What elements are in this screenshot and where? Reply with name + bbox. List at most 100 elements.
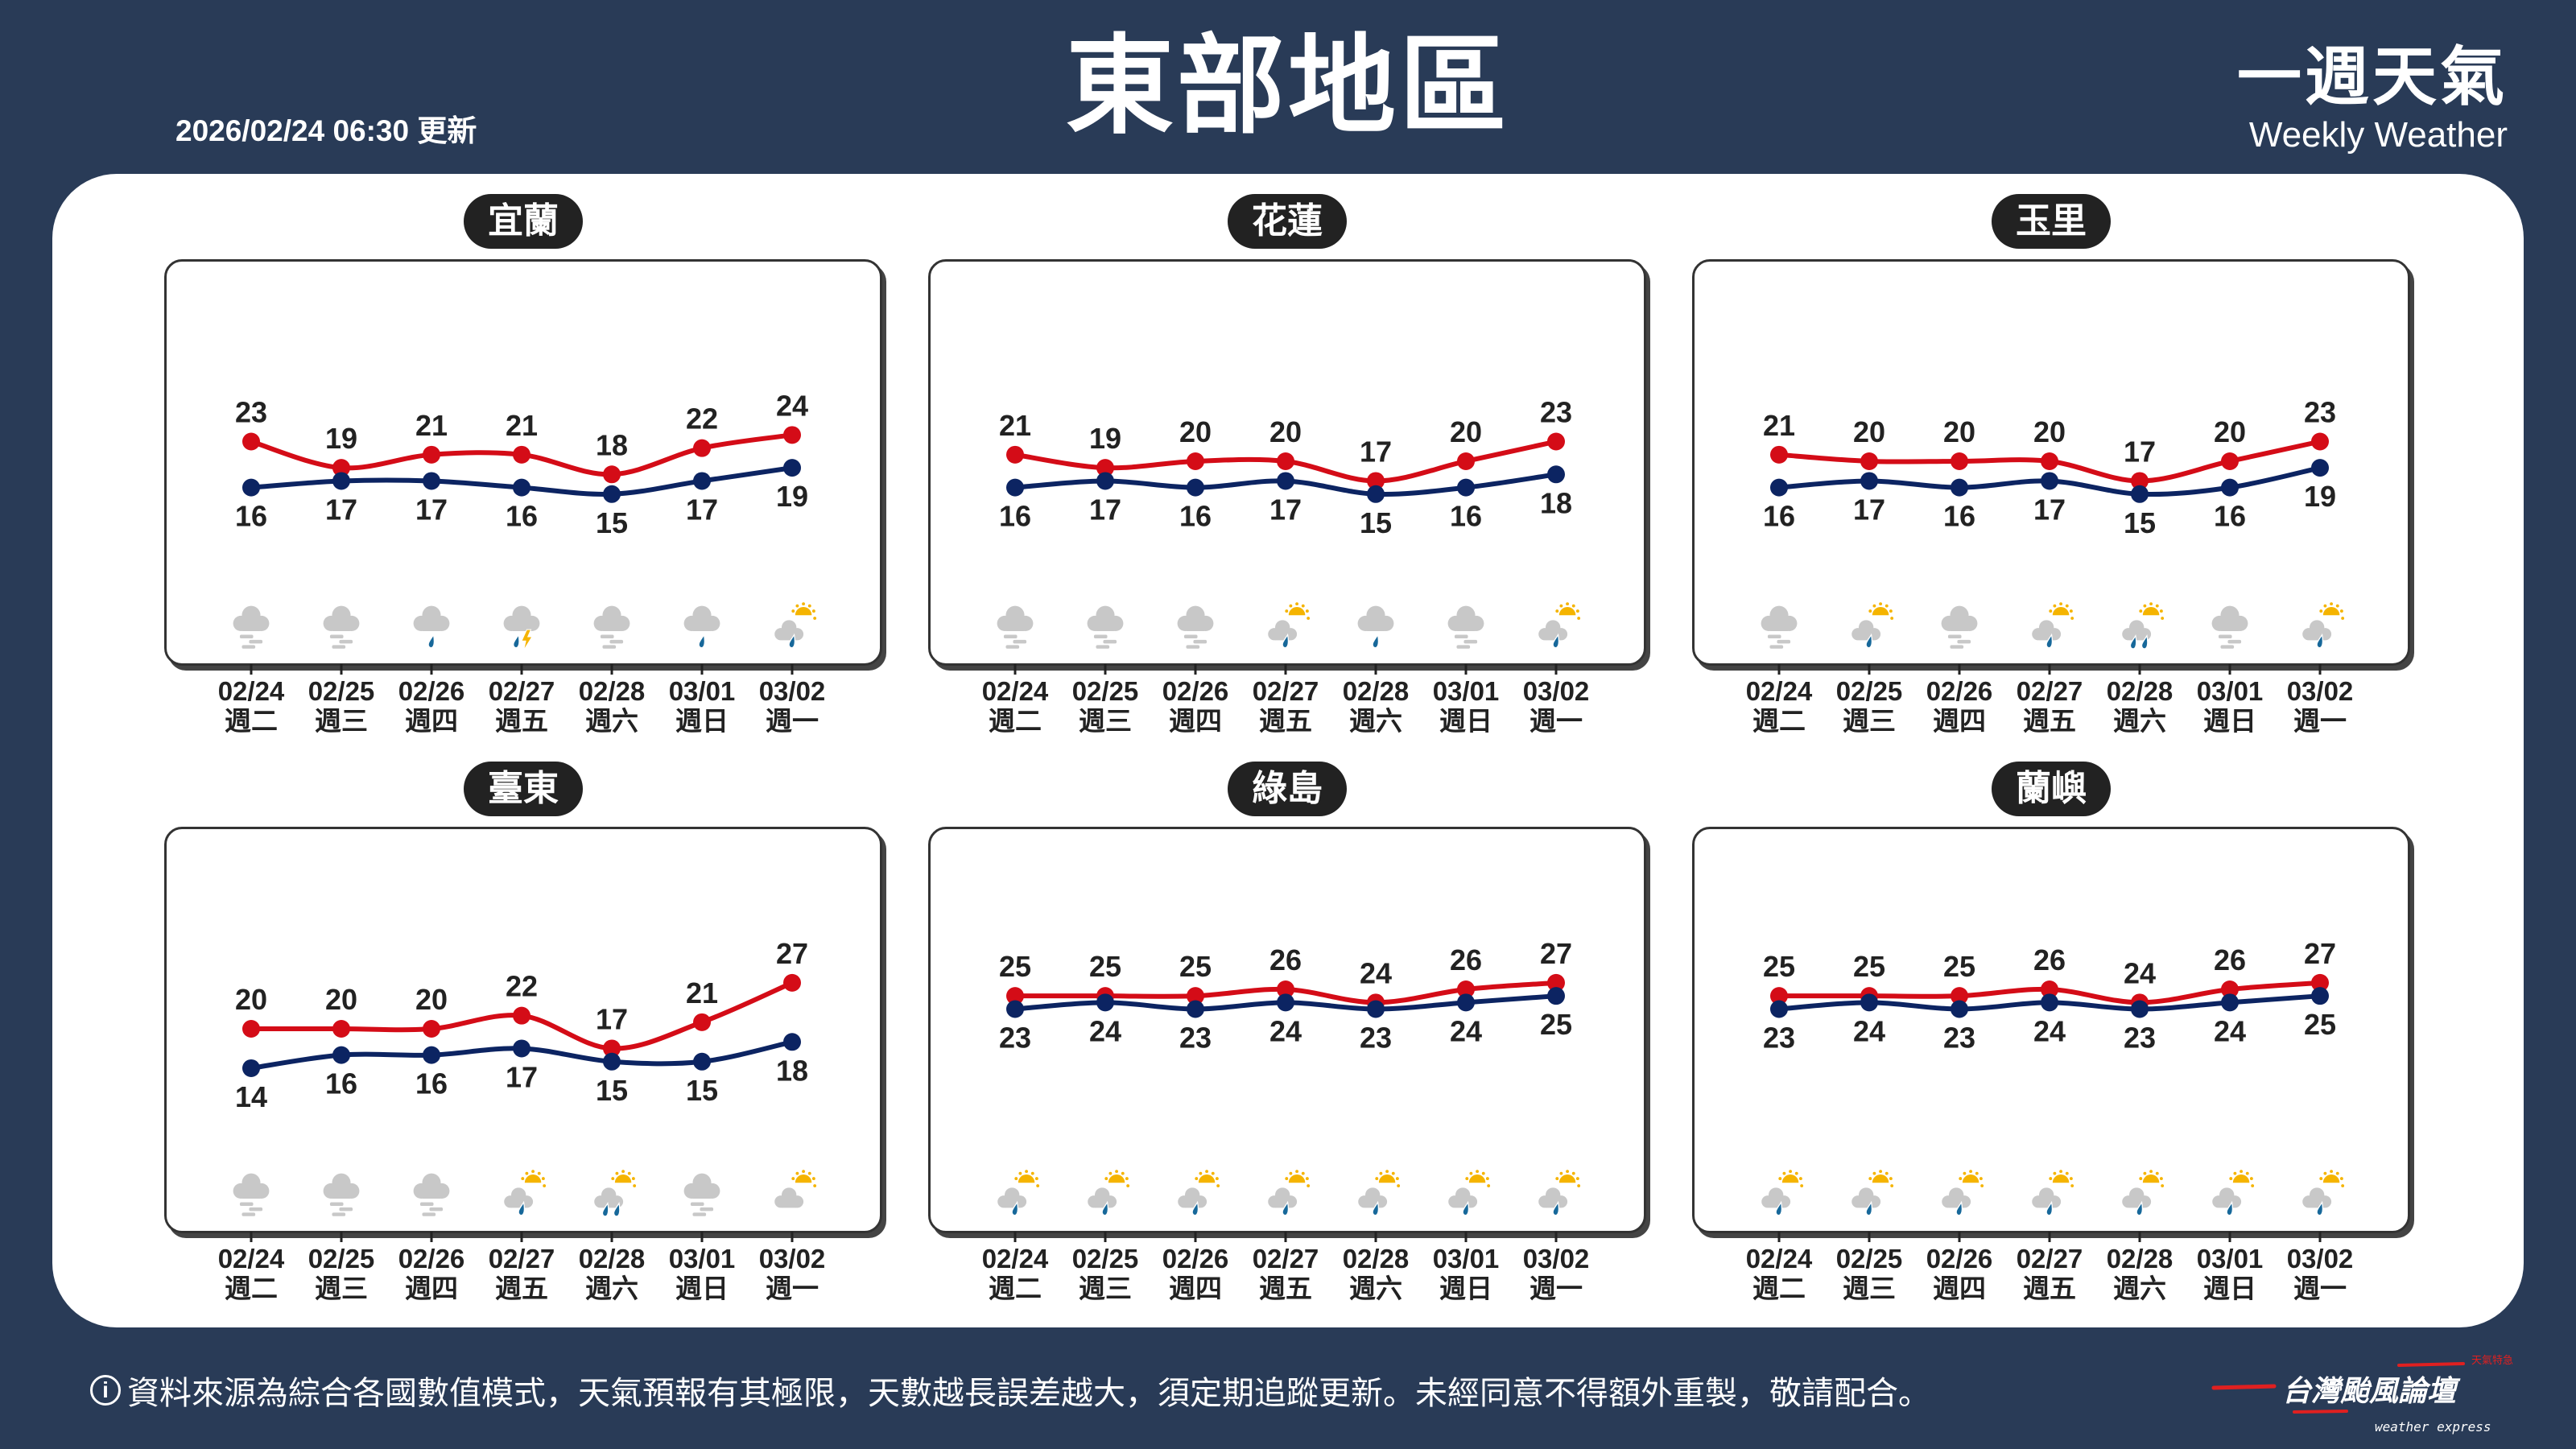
high-temp-label: 27 xyxy=(1540,937,1572,970)
thunderstorm-rain-icon xyxy=(503,605,540,650)
day-label: 02/28 週六 xyxy=(567,1244,657,1303)
temperature-chart: 21 20 20 20 17 20 23 16 17 16 17 15 16 19 xyxy=(1761,396,2345,675)
date: 03/02 xyxy=(1522,1244,1590,1274)
low-temp-label: 18 xyxy=(1540,486,1572,519)
high-temp-point xyxy=(2311,432,2329,451)
date: 02/28 xyxy=(1342,1244,1410,1274)
low-temp-label: 17 xyxy=(1089,493,1121,526)
weekday: 週六 xyxy=(1349,1274,1402,1303)
weekday: 週六 xyxy=(585,706,638,736)
brand-en: Weekly Weather xyxy=(2248,115,2508,155)
partly-sunny-rain-icon xyxy=(1852,602,1894,649)
low-temp-point xyxy=(603,1052,621,1071)
weekday: 週日 xyxy=(1439,1274,1492,1303)
high-temp-label: 24 xyxy=(776,389,808,422)
brand-zh: 一週天氣 xyxy=(2237,41,2508,113)
high-temp-label: 23 xyxy=(235,396,267,429)
low-temp-point xyxy=(1096,993,1114,1012)
low-temp-point xyxy=(2131,1000,2149,1018)
low-temp-point xyxy=(332,472,350,490)
weekday: 週五 xyxy=(2023,1274,2076,1303)
low-temp-label: 23 xyxy=(999,1022,1031,1055)
day-label: 02/25 週三 xyxy=(1060,1244,1150,1303)
high-temp-point xyxy=(332,459,350,477)
date: 03/01 xyxy=(668,676,736,706)
low-temp-label: 17 xyxy=(415,493,448,526)
high-temp-point xyxy=(783,973,801,992)
day-label: 02/25 週三 xyxy=(296,676,386,736)
date: 03/01 xyxy=(668,1244,736,1274)
high-temp-label: 25 xyxy=(1853,950,1885,983)
date: 02/24 xyxy=(981,676,1049,706)
low-temp-point xyxy=(1770,1000,1788,1018)
partly-sunny-rain-icon xyxy=(2122,1170,2165,1216)
logo-name: 台灣颱風論壇 xyxy=(2282,1375,2461,1408)
day-label: 02/26 週四 xyxy=(1150,676,1241,736)
day-label: 03/02 週一 xyxy=(1511,676,1601,736)
high-temp-point xyxy=(1860,452,1878,470)
low-temp-point xyxy=(1006,478,1024,497)
date: 02/28 xyxy=(578,676,646,706)
low-temp-point xyxy=(1367,1000,1385,1018)
update-time: 2026/02/24 06:30 更新 xyxy=(175,114,477,147)
high-temp-point xyxy=(693,1013,711,1031)
high-temp-point xyxy=(1951,452,1968,470)
low-temp-point xyxy=(513,1039,530,1058)
weekday: 週日 xyxy=(675,1274,729,1303)
high-temp-label: 25 xyxy=(999,950,1031,983)
cloudy-fog-icon xyxy=(233,1173,270,1216)
partly-sunny-rain-icon xyxy=(2302,602,2345,649)
weekday: 週四 xyxy=(405,706,458,736)
low-temp-label: 16 xyxy=(415,1067,448,1100)
footer: i 資料來源為綜合各國數值模式，天氣預報有其極限，天數越長誤差越大，須定期追蹤更… xyxy=(90,1367,2151,1414)
partly-sunny-rain-icon xyxy=(1538,1170,1581,1216)
partly-sunny-heavy-rain-icon xyxy=(2122,602,2165,650)
day-label: 02/24 週二 xyxy=(1734,676,1824,736)
low-temp-point xyxy=(2311,987,2329,1005)
weekday: 週四 xyxy=(1933,706,1986,736)
high-temp-label: 24 xyxy=(1360,956,1392,989)
high-temp-label: 20 xyxy=(1853,415,1885,448)
partly-sunny-rain-icon xyxy=(2032,602,2074,649)
date: 02/26 xyxy=(398,676,465,706)
low-temp-label: 17 xyxy=(2033,493,2066,526)
day-label: 02/24 週二 xyxy=(1734,1244,1824,1303)
date: 02/28 xyxy=(2106,1244,2174,1274)
day-label: 02/27 週五 xyxy=(477,1244,567,1303)
date: 02/26 xyxy=(398,1244,465,1274)
weekday: 週一 xyxy=(1530,1274,1583,1303)
day-label: 03/01 週日 xyxy=(2185,1244,2275,1303)
high-temp-label: 22 xyxy=(506,970,538,1003)
low-temp-point xyxy=(423,1046,440,1064)
temperature-chart: 20 20 20 22 17 21 27 14 16 16 17 15 15 18 xyxy=(233,937,817,1242)
high-temp-point xyxy=(1951,987,1968,1005)
high-temp-label: 23 xyxy=(1540,396,1572,429)
cloudy-rain-icon xyxy=(1357,605,1394,649)
cloudy-fog-icon xyxy=(1177,605,1214,649)
low-temp-label: 19 xyxy=(2304,480,2336,513)
date: 02/25 xyxy=(308,676,375,706)
low-temp-label: 15 xyxy=(596,1074,628,1107)
weekday: 週三 xyxy=(1079,1274,1132,1303)
low-temp-label: 23 xyxy=(1179,1022,1212,1055)
day-label: 02/27 週五 xyxy=(2004,676,2095,736)
high-temp-label: 25 xyxy=(1943,950,1975,983)
low-temp-label: 16 xyxy=(2214,500,2246,533)
temperature-chart: 23 19 21 21 18 22 24 16 17 17 16 15 17 19 xyxy=(233,389,817,675)
low-temp-label: 16 xyxy=(1450,500,1482,533)
date: 02/24 xyxy=(1745,1244,1813,1274)
low-temp-point xyxy=(1277,472,1294,490)
logo: 天氣特急 台灣颱風論壇 weather express xyxy=(2211,1355,2513,1435)
high-temp-label: 26 xyxy=(2033,943,2066,976)
location-label: 臺東 xyxy=(464,762,583,816)
high-temp-label: 21 xyxy=(506,409,538,442)
date: 02/24 xyxy=(217,1244,285,1274)
day-label: 02/25 週三 xyxy=(1060,676,1150,736)
low-temp-label: 16 xyxy=(1179,500,1212,533)
low-temp-label: 25 xyxy=(2304,1008,2336,1041)
high-temp-point xyxy=(2041,980,2058,999)
weekday: 週日 xyxy=(1439,706,1492,736)
low-temp-point xyxy=(1277,993,1294,1012)
low-temp-label: 17 xyxy=(1269,493,1302,526)
date: 02/28 xyxy=(1342,676,1410,706)
